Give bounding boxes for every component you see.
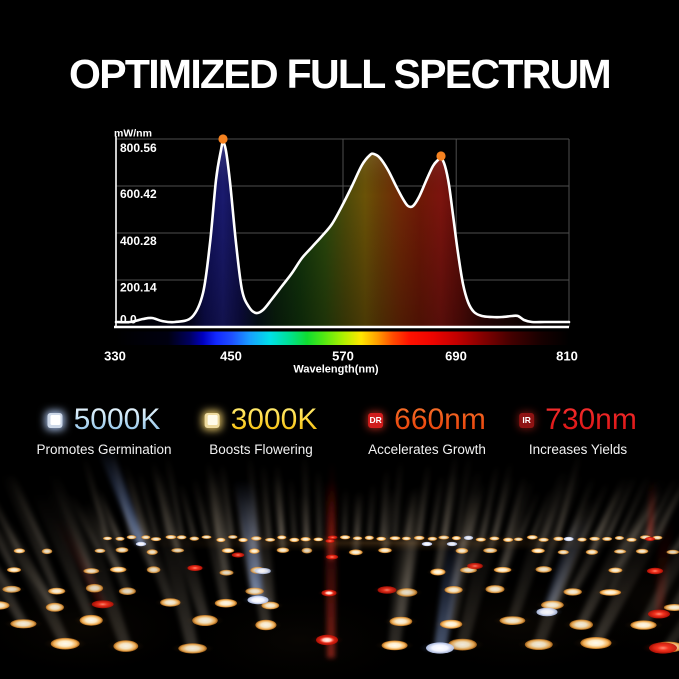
svg-text:800.56: 800.56 [120,141,157,155]
svg-text:0.0: 0.0 [120,313,137,327]
svg-text:mW/nm: mW/nm [114,128,152,140]
svg-text:450: 450 [220,349,242,364]
svg-text:690: 690 [445,349,467,364]
svg-text:330: 330 [104,349,126,364]
svg-text:810: 810 [556,349,578,364]
svg-text:600.42: 600.42 [120,187,157,201]
svg-text:570: 570 [332,349,354,364]
svg-text:400.28: 400.28 [120,234,157,248]
svg-text:200.14: 200.14 [120,281,157,295]
svg-text:Wavelength(nm): Wavelength(nm) [293,364,378,376]
